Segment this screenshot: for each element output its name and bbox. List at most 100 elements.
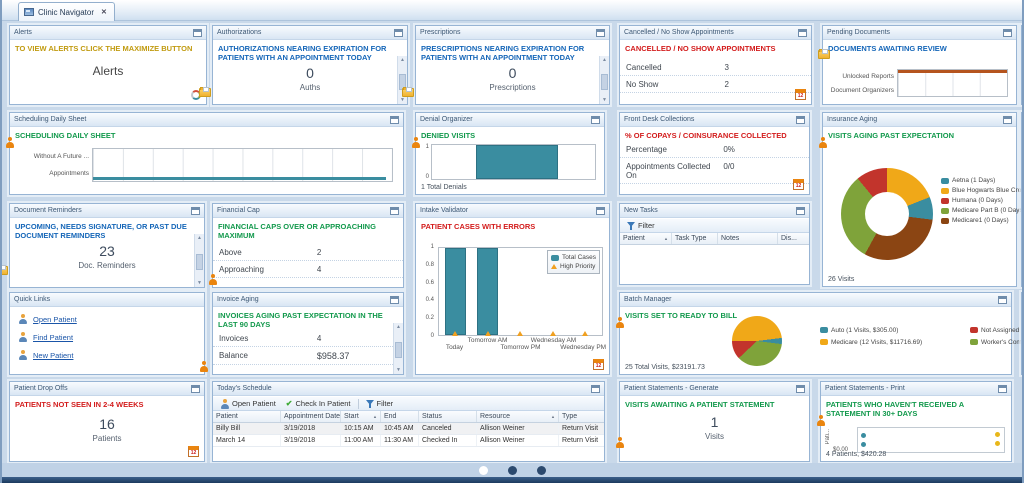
legend-label: Medicare1 (0 Days): [952, 217, 1009, 224]
ps-print-heading: PATIENTS WHO HAVEN'T RECEIVED A STATEMEN…: [826, 400, 964, 418]
maximize-icon[interactable]: [390, 115, 399, 124]
column-header-type[interactable]: Type: [562, 413, 578, 420]
calendar-icon[interactable]: 12: [795, 89, 806, 100]
new-tasks-table-header: Patient ▲ Task Type Notes Dis...: [620, 233, 809, 245]
column-header-patient[interactable]: Patient ▲: [620, 233, 672, 244]
scroll-thumb[interactable]: [601, 74, 608, 91]
maximize-icon[interactable]: [798, 28, 807, 37]
ps-generate-heading: VISITS AWAITING A PATIENT STATEMENT: [625, 400, 775, 409]
new-patient-link[interactable]: New Patient: [33, 350, 74, 360]
maximize-icon[interactable]: [394, 28, 403, 37]
find-patient-link[interactable]: Find Patient: [33, 332, 74, 342]
person-icon[interactable]: [615, 437, 624, 448]
maximize-icon[interactable]: [796, 206, 805, 215]
column-header-status[interactable]: Status: [419, 411, 477, 422]
panel-title: Today's Schedule: [217, 385, 272, 392]
scrollbar[interactable]: ▲ ▼: [599, 56, 609, 104]
schedule-row[interactable]: Billy Bill 3/19/2018 10:15 AM 10:45 AM C…: [213, 423, 604, 435]
maximize-icon[interactable]: [998, 384, 1007, 393]
maximize-icon[interactable]: [998, 295, 1007, 304]
scroll-down-icon[interactable]: ▼: [197, 280, 202, 286]
person-icon[interactable]: [411, 137, 420, 148]
schedule-row[interactable]: March 14 3/19/2018 11:00 AM 11:30 AM Che…: [213, 435, 604, 447]
column-header-end[interactable]: End: [381, 411, 419, 422]
column-header-dis[interactable]: Dis...: [781, 235, 797, 242]
scroll-up-icon[interactable]: ▲: [602, 57, 607, 63]
maximize-icon[interactable]: [191, 384, 200, 393]
filter-button[interactable]: Filter: [624, 221, 658, 230]
column-header-patient[interactable]: Patient: [213, 411, 281, 422]
scroll-thumb[interactable]: [395, 342, 402, 359]
folder-icon[interactable]: [818, 49, 830, 59]
legend-item: Medicare Part B (0 Days): [941, 206, 1022, 216]
panel-title: Batch Manager: [624, 296, 672, 303]
person-icon[interactable]: [818, 137, 827, 148]
page-dot-2[interactable]: [507, 465, 517, 475]
drop-offs-count-label: Patients: [92, 434, 122, 443]
maximize-icon[interactable]: [796, 115, 805, 124]
quick-link-row: New Patient: [10, 346, 204, 364]
open-patient-link[interactable]: Open Patient: [33, 314, 77, 324]
maximize-icon[interactable]: [796, 384, 805, 393]
user-icon: [220, 398, 229, 409]
scroll-down-icon[interactable]: ▼: [396, 367, 401, 373]
maximize-icon[interactable]: [596, 206, 605, 215]
scroll-up-icon[interactable]: ▲: [400, 57, 405, 63]
maximize-icon[interactable]: [191, 206, 200, 215]
filter-button[interactable]: Filter: [363, 399, 397, 408]
column-header-start[interactable]: Start ▲: [341, 411, 381, 422]
maximize-icon[interactable]: [596, 28, 605, 37]
legend-label: Worker's Comp (9 Visits, $10570.04): [981, 338, 1024, 346]
scrollbar[interactable]: ▲ ▼: [393, 323, 403, 374]
maximize-icon[interactable]: [1003, 28, 1012, 37]
column-header-notes[interactable]: Notes: [718, 233, 778, 244]
scrollbar[interactable]: ▲ ▼: [194, 234, 204, 287]
schedule-table-header: Patient Appointment Date Start ▲ End Stat…: [213, 411, 604, 423]
legend-item: Total Cases: [551, 253, 596, 262]
scroll-down-icon[interactable]: ▼: [602, 97, 607, 103]
panel-patient-statements-generate: Patient Statements - Generate VISITS AWA…: [615, 381, 810, 462]
pending-documents-chart: Unlocked Reports Document Organizers: [827, 69, 1008, 97]
column-header-appointment-date[interactable]: Appointment Date: [281, 411, 341, 422]
person-icon[interactable]: [615, 317, 624, 328]
stat-label: Cancelled: [626, 63, 662, 72]
scroll-down-icon[interactable]: ▼: [400, 97, 405, 103]
maximize-icon[interactable]: [390, 295, 399, 304]
maximize-icon[interactable]: [193, 28, 202, 37]
insurance-aging-heading: VISITS AGING PAST EXPECTATION: [828, 131, 954, 140]
folder-icon[interactable]: [199, 87, 211, 97]
maximize-icon[interactable]: [390, 206, 399, 215]
scroll-thumb[interactable]: [196, 254, 203, 271]
tab-clinic-navigator[interactable]: Clinic Navigator ✕: [18, 2, 115, 21]
open-patient-button[interactable]: Open Patient: [217, 398, 279, 409]
panel-pending-documents: Pending Documents DOCUMENTS AWAITING REV…: [818, 25, 1017, 105]
scheduling-chart: Without A Future ... Appointments: [14, 148, 393, 182]
calendar-icon[interactable]: 12: [793, 179, 804, 190]
person-icon[interactable]: [816, 415, 825, 426]
scroll-up-icon[interactable]: ▲: [396, 324, 401, 330]
calendar-icon[interactable]: 12: [188, 446, 199, 457]
close-icon[interactable]: ✕: [101, 9, 107, 16]
legend-swatch: [941, 208, 949, 214]
scroll-up-icon[interactable]: ▲: [197, 235, 202, 241]
panel-patient-statements-print: Patient Statements - Print PATIENTS WHO …: [816, 381, 1012, 462]
maximize-icon[interactable]: [591, 115, 600, 124]
folder-icon[interactable]: [402, 87, 414, 97]
calendar-icon[interactable]: 12: [593, 359, 604, 370]
column-header-task-type[interactable]: Task Type: [672, 233, 718, 244]
clipped-panel-sliver: [1021, 25, 1022, 105]
batch-manager-heading: VISITS SET TO READY TO BILL: [625, 311, 738, 320]
page-dot-3[interactable]: [536, 465, 546, 475]
panel-title: Alerts: [14, 29, 32, 36]
maximize-icon[interactable]: [1003, 115, 1012, 124]
person-icon[interactable]: [5, 137, 14, 148]
page-dot-1[interactable]: [478, 465, 488, 475]
person-icon[interactable]: [208, 274, 217, 285]
folder-icon[interactable]: [2, 265, 8, 275]
auths-count: 0: [306, 65, 314, 81]
column-header-resource[interactable]: Resource ▲: [477, 411, 559, 422]
ps-print-total: 4 Patients, $420.28: [826, 451, 887, 458]
person-icon[interactable]: [199, 361, 208, 372]
check-in-patient-button[interactable]: ✔ Check In Patient: [283, 399, 354, 408]
maximize-icon[interactable]: [591, 384, 600, 393]
